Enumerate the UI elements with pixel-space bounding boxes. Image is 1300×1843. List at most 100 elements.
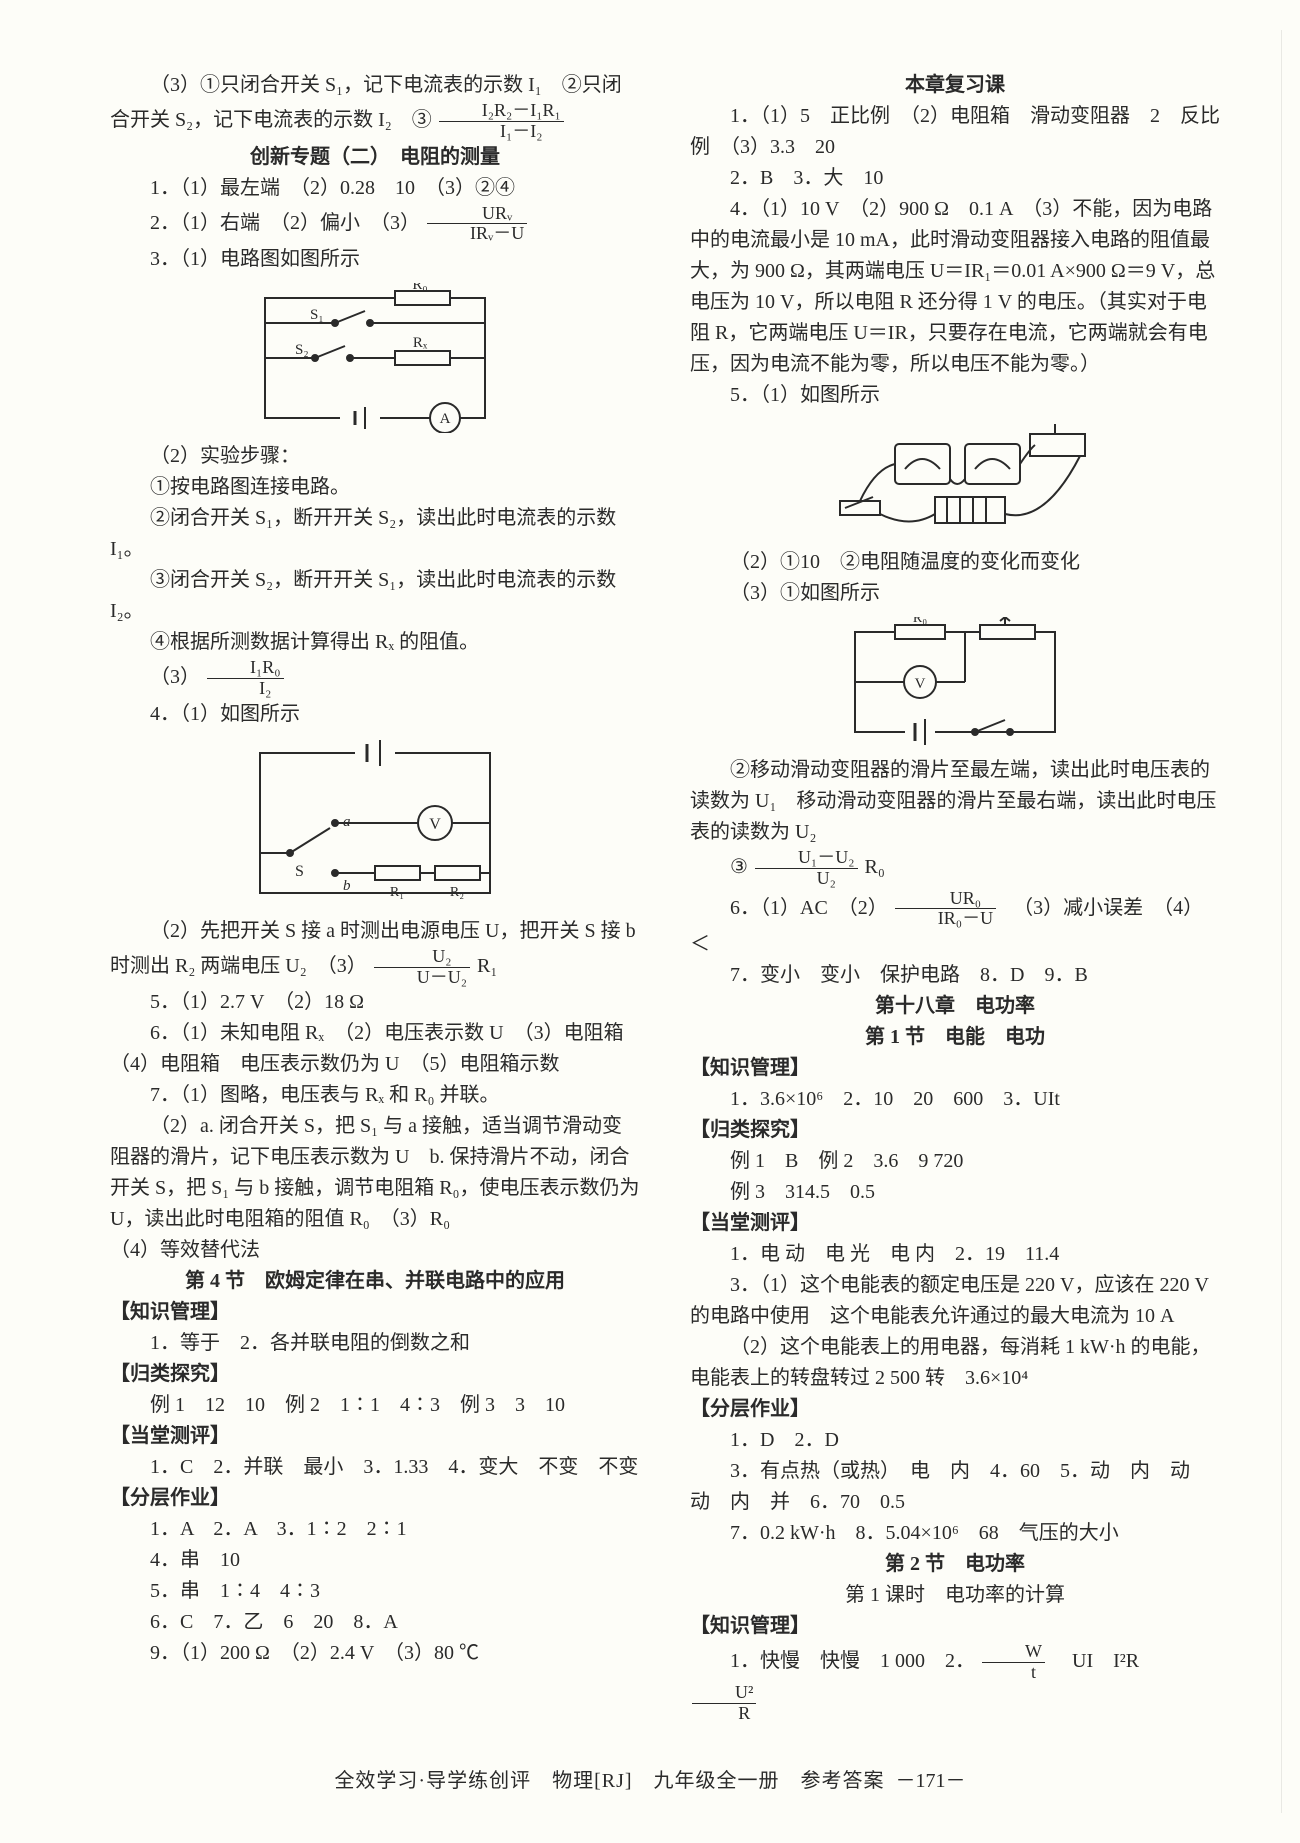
frac-num: I₁R₀ (207, 658, 284, 679)
zsgl3-a: 1．快慢 快慢 1 000 2． (730, 1650, 975, 1672)
r5e-tail: R₀ (865, 856, 885, 878)
text-line: 1．快慢 快慢 1 000 2． W t UI I²R U² R (690, 1642, 1220, 1723)
text-line: 6．C 7．乙 6 20 8．A (110, 1607, 640, 1638)
text-line: 3．（1）这个电能表的额定电压是 220 V，应该在 220 V 的电路中使用 … (690, 1270, 1220, 1332)
q3c-text: （3） (150, 666, 200, 688)
label-b: b (343, 878, 351, 894)
page-scan: （3）①只闭合开关 S₁，记下电流表的示数 I₁ ②只闭合开关 S₂，记下电流表… (0, 0, 1300, 1843)
fraction: URᵥ IRᵥ－U (427, 204, 527, 245)
heading: 【知识管理】 (690, 1053, 1220, 1084)
heading: 【分层作业】 (690, 1394, 1220, 1425)
circuit-diagram-2: S a b V R₁ R₂ (235, 738, 515, 908)
frac-den: U₂ (755, 869, 858, 889)
frac-den: IRᵥ－U (427, 224, 527, 244)
text-line: 1．（1）5 正比例 （2）电阻箱 滑动变阻器 2 反比例 （3）3.3 20 (690, 101, 1220, 163)
text-line: 例 3 314.5 0.5 (690, 1177, 1220, 1208)
frac-den: U－U₂ (374, 968, 470, 988)
text-line: 7．变小 变小 保护电路 8．D 9．B (690, 960, 1220, 991)
text-line: 4．（1）10 V （2）900 Ω 0.1 A （3）不能，因为电路中的电流最… (690, 194, 1220, 380)
frac-num: U² (692, 1683, 756, 1704)
text-line: 1．电 动 电 光 电 内 2．19 11.4 (690, 1239, 1220, 1270)
frac-den: I₁－I₂ (439, 122, 564, 142)
text-line: （3）①如图所示 (690, 578, 1220, 609)
text-line: ①按电路图连接电路。 (110, 472, 640, 503)
label-Rx: Rₓ (413, 335, 428, 351)
label-R0: R₀ (913, 617, 927, 626)
text-line: （2）①10 ②电阻随温度的变化而变化 (690, 547, 1220, 578)
apparatus-figure (815, 419, 1095, 539)
heading: 【分层作业】 (110, 1483, 640, 1514)
section-title: 本章复习课 (690, 70, 1220, 101)
r5e-text: ③ (730, 856, 748, 878)
text-line: ②闭合开关 S₁，断开开关 S₂，读出此时电流表的示数 I₁。 (110, 503, 640, 565)
label-A: A (440, 411, 451, 427)
label-R0: R₀ (412, 283, 427, 293)
frac-num: UR₀ (895, 889, 996, 910)
text-line: 1．C 2．并联 最小 3．1.33 4．变大 不变 不变 (110, 1452, 640, 1483)
frac-den: IR₀－U (895, 909, 996, 929)
q4b-tail: R₁ (477, 955, 497, 977)
fraction: I₁R₀ I₂ (207, 658, 284, 699)
label-R1: R₁ (390, 885, 404, 900)
text-line: （2）a. 闭合开关 S，把 S₁ 与 a 接触，适当调节滑动变阻器的滑片，记下… (110, 1111, 640, 1235)
label-S2: S₂ (295, 342, 309, 358)
text-line: 5．（1）如图所示 (690, 380, 1220, 411)
footer-pagenum: －171－ (896, 1770, 966, 1792)
page-edge (1281, 30, 1282, 1813)
circuit-diagram-3: R₀ V (835, 617, 1075, 747)
text-line: （3）①只闭合开关 S₁，记下电流表的示数 I₁ ②只闭合开关 S₂，记下电流表… (110, 70, 640, 142)
text-line: （2）先把开关 S 接 a 时测出电源电压 U，把开关 S 接 b 时测出 R₂… (110, 916, 640, 988)
text-line: 5．（1）2.7 V （2）18 Ω (110, 987, 640, 1018)
text-line: 例 1 12 10 例 2 1∶1 4∶3 例 3 3 10 (110, 1390, 640, 1421)
chapter-title: 第十八章 电功率 (690, 991, 1220, 1022)
page-footer: 全效学习·导学练创评 物理[RJ] 九年级全一册 参考答案 －171－ (0, 1764, 1300, 1793)
text-line: ②移动滑动变阻器的滑片至最左端，读出此时电压表的读数为 U₁ 移动滑动变阻器的滑… (690, 755, 1220, 848)
fraction: I₂R₂－I₁R₁ I₁－I₂ (439, 101, 564, 142)
text-line: （2）实验步骤： (110, 441, 640, 472)
text-line: 7．（1）图略，电压表与 Rₓ 和 R₀ 并联。 (110, 1080, 640, 1111)
label-S: S (295, 863, 304, 880)
text-line: 7．0.2 kW·h 8．5.04×10⁶ 68 气压的大小 (690, 1518, 1220, 1549)
heading: 【知识管理】 (110, 1297, 640, 1328)
label-a: a (343, 814, 351, 830)
label-V: V (915, 676, 926, 692)
section-title: 第 4 节 欧姆定律在串、并联电路中的应用 (110, 1266, 640, 1297)
text-line: 5．串 1∶4 4∶3 (110, 1576, 640, 1607)
text-line: ③闭合开关 S₂，断开开关 S₁，读出此时电流表的示数 I₂。 (110, 565, 640, 627)
text-line: 例 1 B 例 2 3.6 9 720 (690, 1146, 1220, 1177)
text-line: （2）这个电能表上的用电器，每消耗 1 kW·h 的电能，电能表上的转盘转过 2… (690, 1332, 1220, 1394)
r6a-text: 6．（1）AC （2） (730, 896, 888, 918)
text-line: ④根据所测数据计算得出 Rₓ 的阻值。 (110, 627, 640, 658)
frac-num: U₁－U₂ (755, 848, 858, 869)
frac-num: URᵥ (427, 204, 527, 225)
fraction: U₂ U－U₂ (374, 947, 470, 988)
two-column-layout: （3）①只闭合开关 S₁，记下电流表的示数 I₁ ②只闭合开关 S₂，记下电流表… (110, 70, 1220, 1720)
label-V: V (429, 816, 441, 833)
text-line: 2．B 3．大 10 (690, 163, 1220, 194)
left-column: （3）①只闭合开关 S₁，记下电流表的示数 I₁ ②只闭合开关 S₂，记下电流表… (110, 70, 650, 1720)
zsgl3-mid: UI I²R (1052, 1650, 1159, 1672)
text-line: 4．串 10 (110, 1545, 640, 1576)
frac-den: t (982, 1663, 1045, 1683)
text-line: 9．（1）200 Ω （2）2.4 V （3）80 ℃ (110, 1638, 640, 1669)
frac-den: I₂ (207, 679, 284, 699)
fraction: W t (982, 1642, 1045, 1683)
right-column: 本章复习课 1．（1）5 正比例 （2）电阻箱 滑动变阻器 2 反比例 （3）3… (680, 70, 1220, 1720)
text-line: 3．（1）电路图如图所示 (110, 244, 640, 275)
text-line: （3） I₁R₀ I₂ (110, 658, 640, 699)
q2-text: 2．（1）右端 （2）偏小 （3） (150, 211, 420, 233)
text-line: 1．（1）最左端 （2）0.28 10 （3）②④ (110, 173, 640, 204)
section-title: 创新专题（二） 电阻的测量 (110, 142, 640, 173)
footer-book: 全效学习·导学练创评 物理[RJ] 九年级全一册 参考答案 (334, 1770, 884, 1792)
subsection-title: 第 1 课时 电功率的计算 (690, 1580, 1220, 1611)
heading: 【归类探究】 (110, 1359, 640, 1390)
heading: 【归类探究】 (690, 1115, 1220, 1146)
fraction: UR₀ IR₀－U (895, 889, 996, 930)
fraction: U² R (692, 1683, 756, 1724)
text-line: 4．（1）如图所示 (110, 699, 640, 730)
text-line: 1．等于 2．各并联电阻的倒数之和 (110, 1328, 640, 1359)
heading: 【知识管理】 (690, 1611, 1220, 1642)
section-title: 第 2 节 电功率 (690, 1549, 1220, 1580)
text-line: 3．有点热（或热） 电 内 4．60 5．动 内 动 动 内 并 6．70 0.… (690, 1456, 1220, 1518)
text-line: 6．（1）未知电阻 Rₓ （2）电压表示数 U （3）电阻箱 （4）电阻箱 电压… (110, 1018, 640, 1080)
